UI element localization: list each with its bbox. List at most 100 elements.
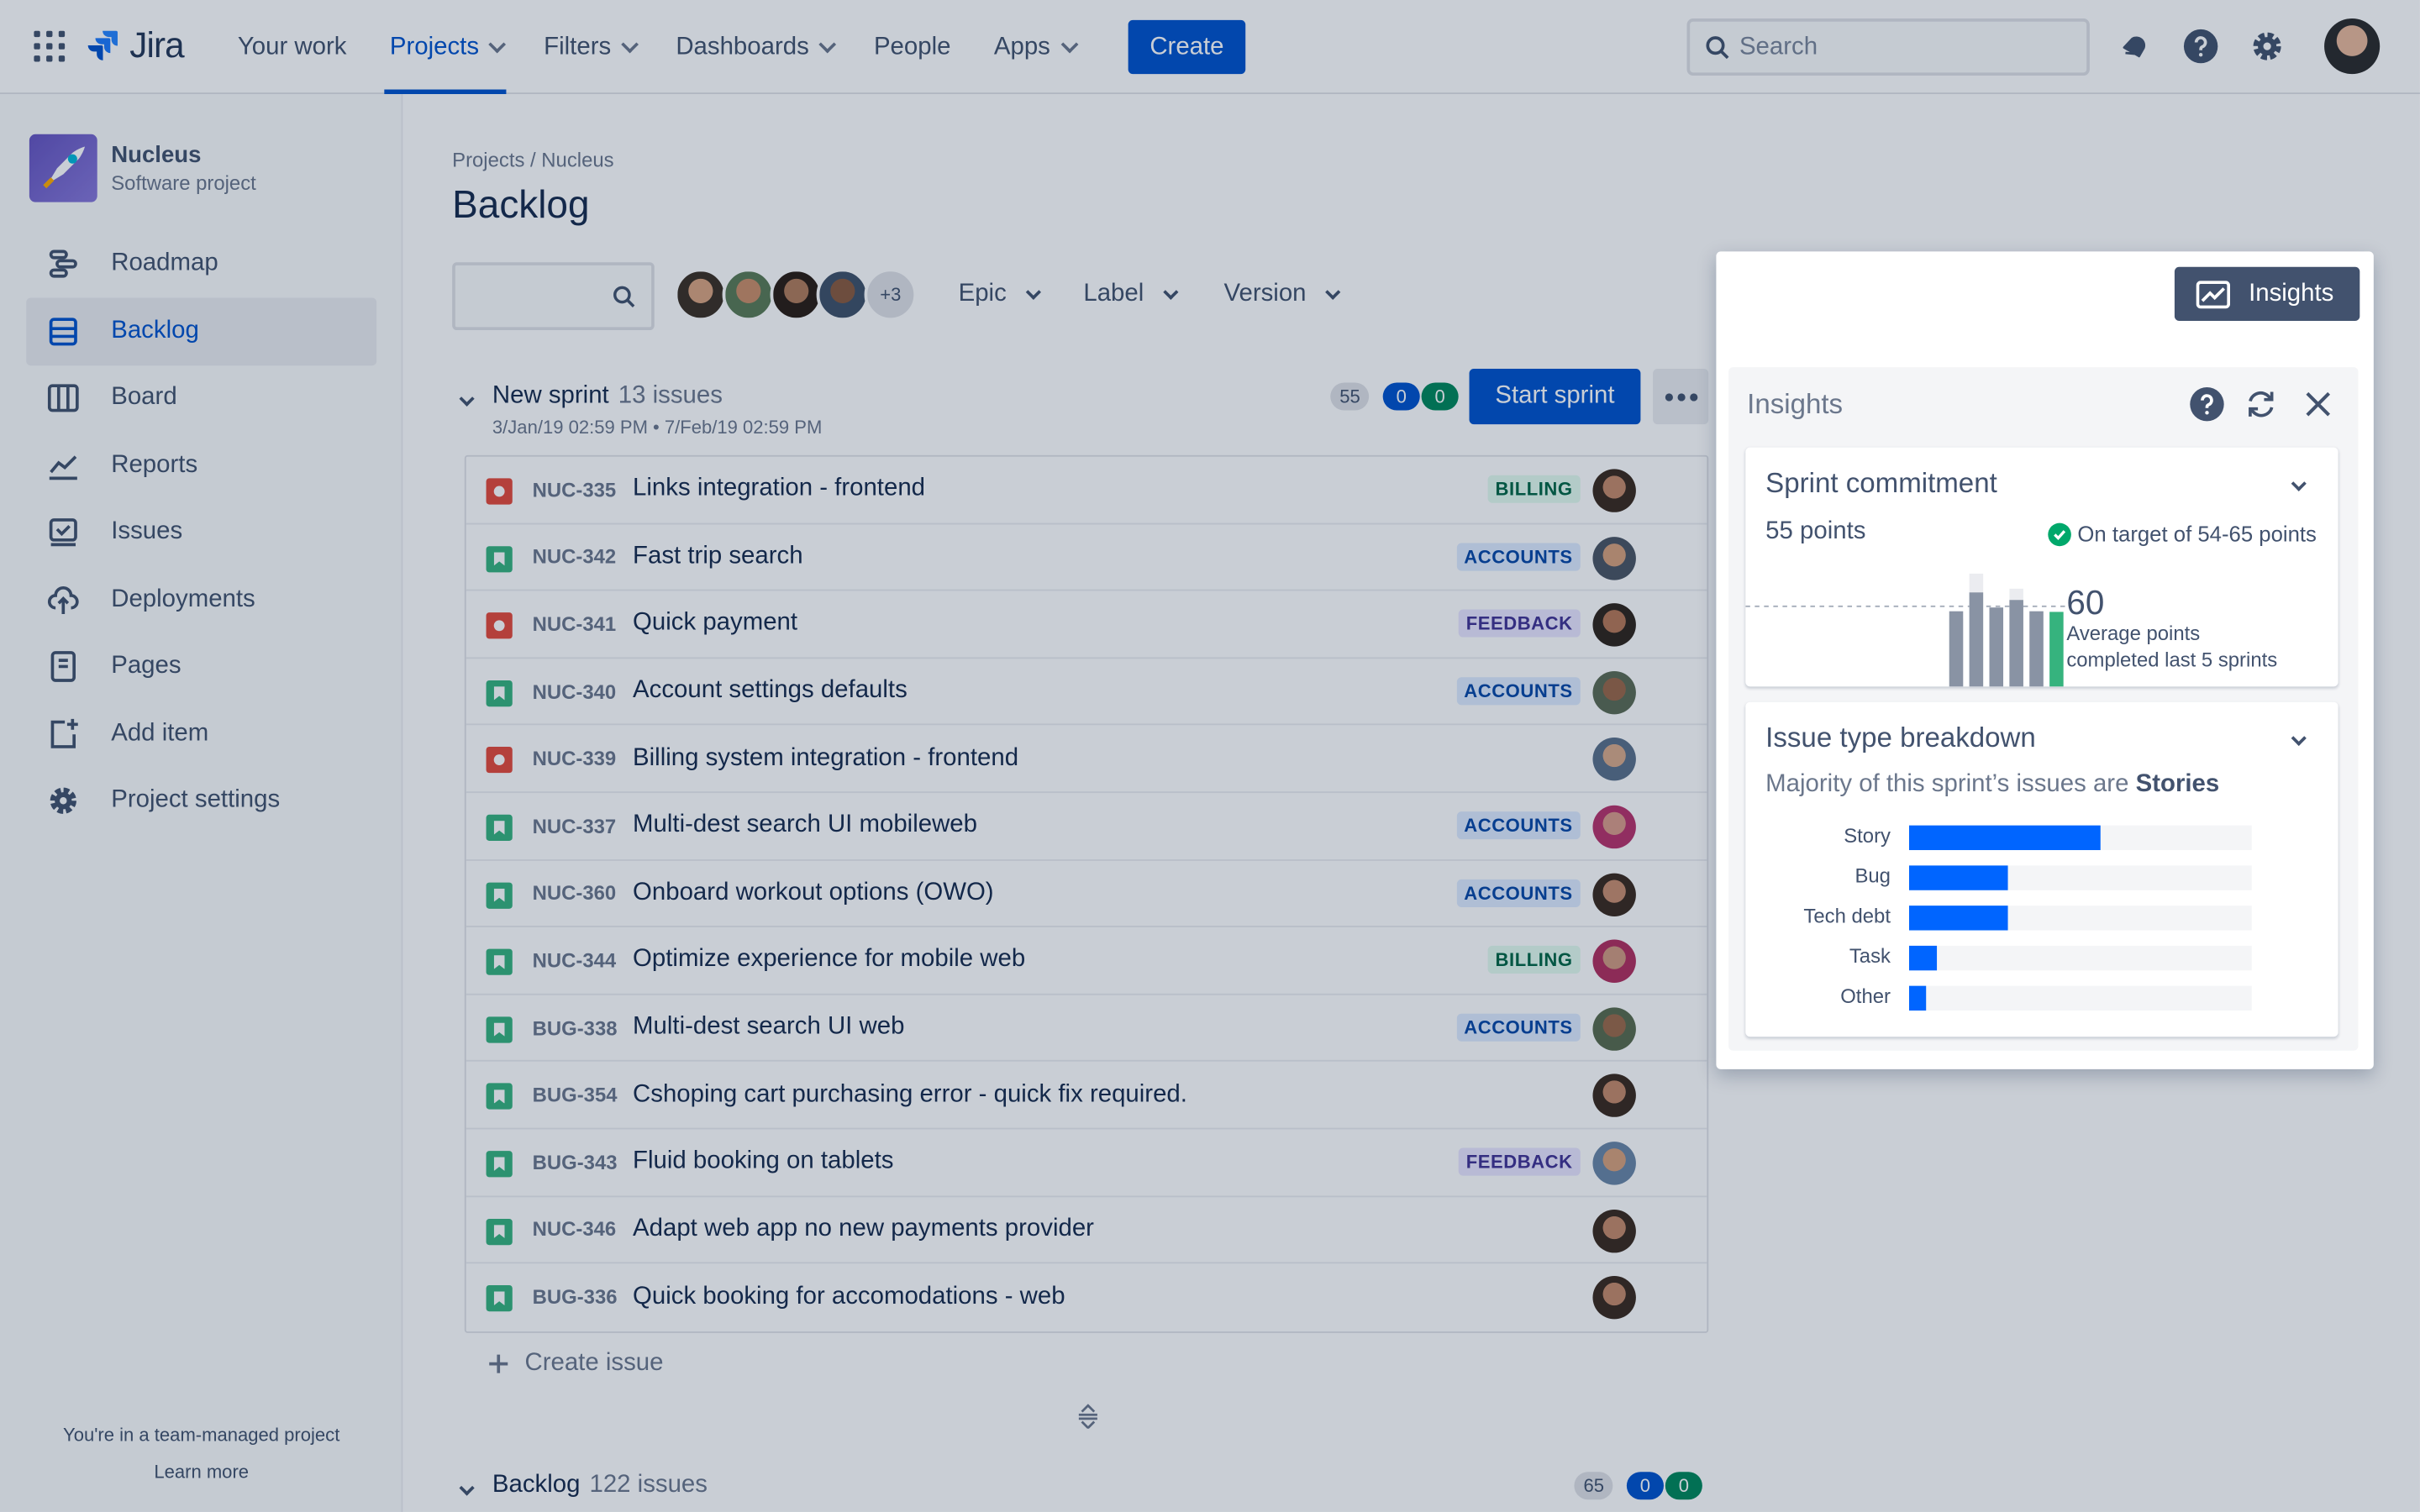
issue-key[interactable]: BUG-336 xyxy=(532,1285,618,1310)
project-header[interactable]: Nucleus Software project xyxy=(29,134,256,202)
sidebar-item-pages[interactable]: Pages xyxy=(26,633,376,701)
avatar-filter[interactable] xyxy=(770,268,823,322)
sidebar-item-backlog[interactable]: Backlog xyxy=(26,297,377,366)
notifications-icon[interactable] xyxy=(2116,28,2153,65)
create-button[interactable]: Create xyxy=(1128,19,1246,75)
issue-summary[interactable]: Fast trip search xyxy=(633,543,803,570)
nav-people[interactable]: People xyxy=(852,0,972,94)
assignee-avatar[interactable] xyxy=(1592,1142,1636,1185)
issue-row[interactable]: NUC-360 Onboard workout options (OWO) ACCO… xyxy=(466,860,1707,928)
create-issue-button[interactable]: Create issue xyxy=(487,1350,663,1378)
issue-summary[interactable]: Quick booking for accomodations - web xyxy=(633,1283,1065,1310)
issue-row[interactable]: BUG-336 Quick booking for accomodations -… xyxy=(466,1263,1707,1331)
assignee-avatar[interactable] xyxy=(1592,805,1636,849)
issue-row[interactable]: BUG-343 Fluid booking on tablets FEEDBACK xyxy=(466,1129,1707,1197)
user-avatar[interactable] xyxy=(2324,18,2381,75)
issue-row[interactable]: NUC-341 Quick payment FEEDBACK xyxy=(466,591,1707,659)
assignee-avatar[interactable] xyxy=(1592,1074,1636,1118)
assignee-avatar[interactable] xyxy=(1592,939,1636,984)
avatar-filter[interactable] xyxy=(674,268,728,322)
learn-more-link[interactable]: Learn more xyxy=(154,1461,250,1483)
resize-handle-icon[interactable] xyxy=(1076,1404,1100,1429)
issue-key[interactable]: BUG-338 xyxy=(532,1016,618,1040)
issue-summary[interactable]: Quick payment xyxy=(633,610,798,637)
nav-filters[interactable]: Filters xyxy=(522,0,654,94)
issue-summary[interactable]: Cshoping cart purchasing error - quick f… xyxy=(633,1080,1187,1108)
issue-summary[interactable]: Billing system integration - frontend xyxy=(633,744,1019,771)
issue-key[interactable]: BUG-354 xyxy=(532,1083,618,1107)
issue-key[interactable]: BUG-343 xyxy=(532,1150,618,1174)
assignee-avatar[interactable] xyxy=(1592,1006,1636,1051)
issue-row[interactable]: BUG-338 Multi-dest search UI web ACCOUNTS xyxy=(466,995,1707,1063)
avatar-filter[interactable] xyxy=(816,268,870,322)
start-sprint-button[interactable]: Start sprint xyxy=(1469,368,1641,425)
issue-summary[interactable]: Multi-dest search UI mobileweb xyxy=(633,811,978,838)
more-actions-button[interactable] xyxy=(1653,368,1709,425)
filter-epic[interactable]: Epic xyxy=(959,281,1042,308)
issue-row[interactable]: BUG-354 Cshoping cart purchasing error - … xyxy=(466,1062,1707,1130)
sidebar-item-add-item[interactable]: Add item xyxy=(26,701,376,769)
sprint-name[interactable]: New sprint xyxy=(492,382,609,409)
assignee-avatar[interactable] xyxy=(1592,603,1636,647)
sidebar-item-board[interactable]: Board xyxy=(26,364,376,432)
nav-projects[interactable]: Projects xyxy=(368,0,522,95)
issue-row[interactable]: NUC-340 Account settings defaults ACCOUNTS xyxy=(466,659,1707,726)
search-input[interactable]: Search xyxy=(1686,18,2090,76)
issue-key[interactable]: NUC-341 xyxy=(532,612,617,636)
avatar-filter[interactable] xyxy=(722,268,776,322)
collapse-chevron-icon[interactable] xyxy=(459,1480,475,1496)
assignee-avatar[interactable] xyxy=(1592,536,1636,580)
more-avatars-badge[interactable]: +3 xyxy=(864,268,917,322)
assignee-avatar[interactable] xyxy=(1592,469,1636,512)
assignee-avatar[interactable] xyxy=(1592,670,1636,714)
issue-key[interactable]: NUC-346 xyxy=(532,1217,617,1242)
issue-row[interactable]: NUC-344 Optimize experience for mobile we… xyxy=(466,927,1707,995)
jira-logo[interactable]: Jira xyxy=(87,24,185,66)
collapse-chevron-icon[interactable] xyxy=(459,391,475,407)
backlog-name[interactable]: Backlog xyxy=(492,1472,581,1499)
nav-apps[interactable]: Apps xyxy=(972,0,1093,94)
settings-gear-icon[interactable] xyxy=(2249,28,2286,65)
nav-dashboards[interactable]: Dashboards xyxy=(655,0,853,94)
help-icon[interactable] xyxy=(2188,386,2225,423)
issue-key[interactable]: NUC-337 xyxy=(532,814,617,837)
issue-key[interactable]: NUC-340 xyxy=(532,680,617,703)
assignee-avatar[interactable] xyxy=(1592,1209,1636,1252)
assignee-avatar[interactable] xyxy=(1592,738,1636,782)
issue-summary[interactable]: Optimize experience for mobile web xyxy=(633,946,1026,973)
issue-row[interactable]: NUC-335 Links integration - frontend BILLI… xyxy=(466,457,1707,524)
issue-summary[interactable]: Multi-dest search UI web xyxy=(633,1013,905,1041)
issue-key[interactable]: NUC-360 xyxy=(532,881,617,905)
sidebar-item-reports[interactable]: Reports xyxy=(26,432,376,500)
issue-summary[interactable]: Adapt web app no new payments provider xyxy=(633,1215,1094,1242)
issue-summary[interactable]: Fluid booking on tablets xyxy=(633,1147,894,1175)
chevron-down-icon[interactable] xyxy=(2291,730,2307,746)
breadcrumb[interactable]: Projects / Nucleus xyxy=(452,148,614,171)
assignee-avatar[interactable] xyxy=(1592,1276,1636,1320)
close-icon[interactable] xyxy=(2300,386,2337,423)
refresh-icon[interactable] xyxy=(2243,386,2280,423)
backlog-search-input[interactable] xyxy=(452,262,655,331)
sidebar-item-roadmap[interactable]: Roadmap xyxy=(26,230,376,298)
chevron-down-icon[interactable] xyxy=(2291,475,2307,491)
nav-your-work[interactable]: Your work xyxy=(216,0,368,94)
filter-version[interactable]: Version xyxy=(1224,281,1341,308)
sidebar-item-issues[interactable]: Issues xyxy=(26,498,376,566)
issue-summary[interactable]: Links integration - frontend xyxy=(633,475,926,502)
issue-summary[interactable]: Account settings defaults xyxy=(633,677,908,704)
issue-summary[interactable]: Onboard workout options (OWO) xyxy=(633,879,994,906)
sidebar-item-deployments[interactable]: Deployments xyxy=(26,566,376,634)
issue-key[interactable]: NUC-342 xyxy=(532,545,617,569)
insights-toggle-button[interactable]: Insights xyxy=(2174,266,2360,322)
issue-row[interactable]: NUC-337 Multi-dest search UI mobileweb ACC… xyxy=(466,793,1707,861)
issue-row[interactable]: NUC-346 Adapt web app no new payments pro… xyxy=(466,1196,1707,1264)
issue-row[interactable]: NUC-339 Billing system integration - fron… xyxy=(466,726,1707,794)
issue-key[interactable]: NUC-335 xyxy=(532,478,617,501)
issue-row[interactable]: NUC-342 Fast trip search ACCOUNTS xyxy=(466,524,1707,591)
help-icon[interactable] xyxy=(2182,28,2219,65)
issue-key[interactable]: NUC-339 xyxy=(532,747,617,770)
issue-key[interactable]: NUC-344 xyxy=(532,948,617,973)
assignee-avatar[interactable] xyxy=(1592,872,1636,916)
filter-label-dropdown[interactable]: Label xyxy=(1083,281,1179,308)
sidebar-item-project-settings[interactable]: Project settings xyxy=(26,767,376,835)
